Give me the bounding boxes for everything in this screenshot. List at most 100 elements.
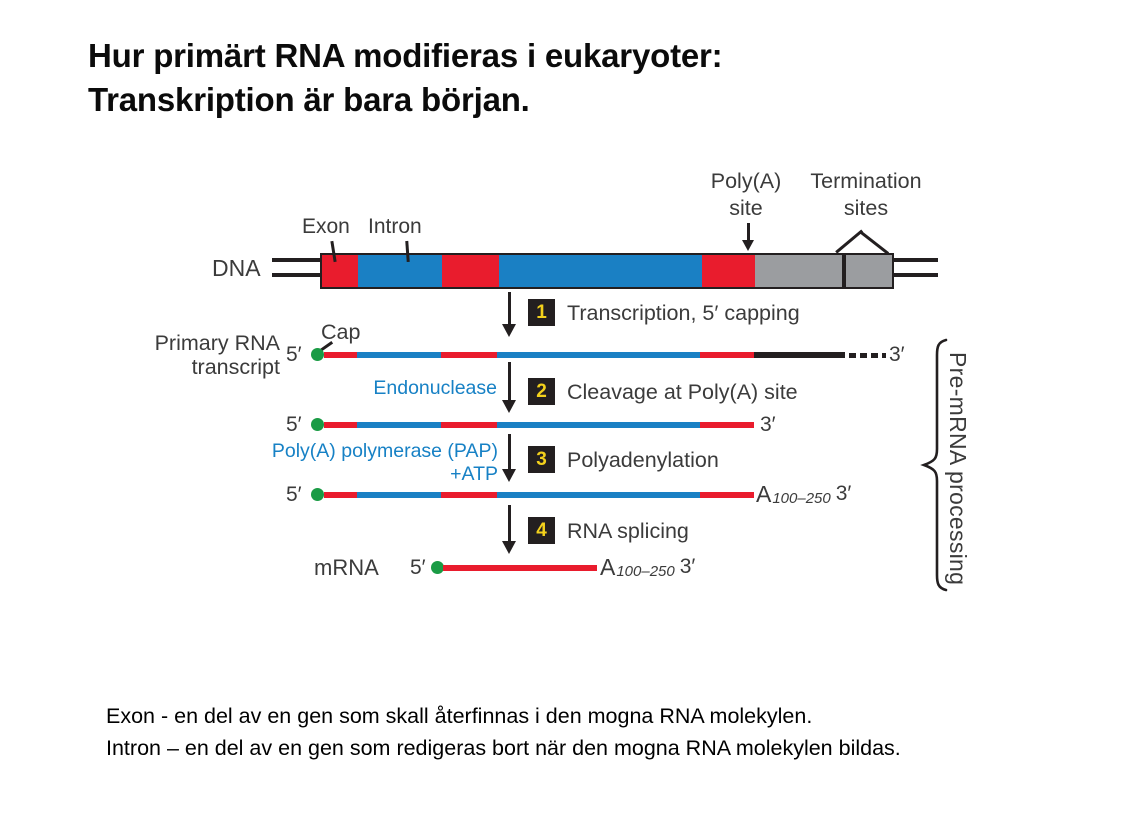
exon-definition: Exon - en del av en gen som skall återfi… — [106, 704, 813, 728]
exon-segment — [441, 422, 497, 428]
step-2-arrowhead-icon — [502, 400, 516, 413]
cap-label: Cap — [321, 320, 361, 344]
three-prime-label-row2: 3′ — [760, 413, 776, 436]
polya-site-label-line1: Poly(A) — [710, 169, 782, 193]
step-4-arrow — [508, 505, 511, 542]
exon-segment — [700, 352, 754, 358]
polya-site-arrowhead-icon — [742, 240, 754, 251]
exon-segment — [324, 422, 357, 428]
cap-dot — [311, 348, 324, 361]
step-1-arrow — [508, 292, 511, 325]
tail-segment — [754, 352, 845, 358]
step-4-number-box: 4 — [528, 517, 555, 544]
intron-segment — [497, 422, 700, 428]
five-prime-label-row1: 5′ — [286, 343, 302, 366]
exon-segment — [324, 352, 357, 358]
step-3-arrow — [508, 434, 511, 470]
polya-a: A — [600, 554, 616, 580]
step-2-label: Cleavage at Poly(A) site — [567, 380, 798, 404]
page-title-line1: Hur primärt RNA modifieras i eukaryoter: — [88, 37, 723, 74]
exon-segment — [702, 255, 755, 287]
exon-segment — [324, 492, 357, 498]
exon-segment — [442, 255, 499, 287]
endonuclease-label: Endonuclease — [373, 377, 497, 399]
exon-label: Exon — [302, 215, 350, 238]
intron-segment — [497, 352, 700, 358]
dna-double-strand-left — [272, 258, 320, 277]
polya-site-arrow — [747, 223, 750, 240]
divider-segment — [842, 255, 846, 287]
polya-site-label-line2: site — [729, 196, 763, 220]
cap-dot — [311, 488, 324, 501]
atp-label: +ATP — [450, 463, 498, 485]
exon-segment — [322, 255, 358, 287]
terminator-segment — [755, 255, 842, 287]
termination-sites-label: Termination sites — [800, 168, 932, 222]
step-2-number: 2 — [536, 380, 547, 402]
termination-caret-left — [835, 229, 863, 254]
dna-label: DNA — [212, 255, 261, 281]
step-3-number: 3 — [536, 448, 547, 470]
intron-label: Intron — [368, 215, 422, 238]
intron-segment — [357, 422, 441, 428]
cap-dot — [431, 561, 444, 574]
intron-definition: Intron – en del av en gen som redigeras … — [106, 735, 901, 760]
pre-mrna-brace — [920, 338, 948, 592]
primary-rna-label-line1: Primary RNA — [154, 331, 280, 355]
polya-site-label: Poly(A) site — [699, 168, 793, 222]
intron-segment — [358, 255, 442, 287]
exon-segment — [441, 352, 497, 358]
mrna-bar — [443, 565, 597, 571]
intron-segment — [357, 352, 441, 358]
five-prime-label-row2: 5′ — [286, 413, 302, 436]
termination-caret-right — [859, 230, 890, 255]
step-3-arrowhead-icon — [502, 469, 516, 482]
primary-transcript-bar — [324, 352, 845, 358]
definitions-text: Exon - en del av en gen som skall återfi… — [106, 701, 901, 764]
polya-tail-label-row3: A 100–250 3′ — [756, 481, 851, 508]
three-prime-label-row1: 3′ — [889, 343, 905, 366]
pre-mrna-processing-label: Pre-mRNA processing — [945, 352, 971, 586]
mrna-label: mRNA — [314, 555, 379, 580]
step-2-number-box: 2 — [528, 378, 555, 405]
intron-leader-line — [405, 240, 410, 263]
three-prime-label-row3: 3′ — [835, 482, 852, 505]
step-1-number-box: 1 — [528, 299, 555, 326]
five-prime-label-row3: 5′ — [286, 483, 302, 506]
exon-segment — [441, 492, 497, 498]
step-1-label: Transcription, 5′ capping — [567, 301, 800, 325]
step-4-arrowhead-icon — [502, 541, 516, 554]
primary-rna-label-line2: transcript — [191, 355, 280, 379]
primary-rna-transcript-label: Primary RNA transcript — [120, 331, 280, 379]
step-4-label: RNA splicing — [567, 519, 689, 543]
intron-segment — [357, 492, 441, 498]
dna-double-strand-right — [888, 258, 938, 277]
step-4-number: 4 — [536, 519, 547, 541]
page-title: Hur primärt RNA modifieras i eukaryoter:… — [88, 34, 723, 122]
polyadenylated-rna-bar — [324, 492, 754, 498]
exon-segment — [443, 565, 597, 571]
five-prime-label-row4: 5′ — [410, 556, 426, 579]
terminator-segment — [846, 255, 892, 287]
exon-segment — [700, 422, 754, 428]
intron-segment — [497, 492, 700, 498]
cleaved-rna-bar — [324, 422, 754, 428]
transcript-dashed-tail — [849, 352, 886, 358]
three-prime-label-row4: 3′ — [679, 555, 696, 578]
polya-count-subscript: 100–250 — [616, 563, 675, 580]
exon-segment — [700, 492, 754, 498]
step-1-number: 1 — [536, 301, 547, 323]
intron-segment — [499, 255, 702, 287]
page-title-line2: Transkription är bara början. — [88, 81, 530, 118]
step-3-number-box: 3 — [528, 446, 555, 473]
polya-count-subscript: 100–250 — [772, 490, 831, 507]
dna-gene-bar — [320, 253, 894, 289]
step-1-arrowhead-icon — [502, 324, 516, 337]
step-3-label: Polyadenylation — [567, 448, 719, 472]
step-2-arrow — [508, 362, 511, 401]
termination-label-line2: sites — [843, 196, 889, 220]
cap-dot — [311, 418, 324, 431]
polya-a: A — [756, 481, 772, 507]
pap-enzyme-label: Poly(A) polymerase (PAP) — [271, 440, 498, 462]
polya-tail-label-row4: A 100–250 3′ — [600, 554, 695, 581]
